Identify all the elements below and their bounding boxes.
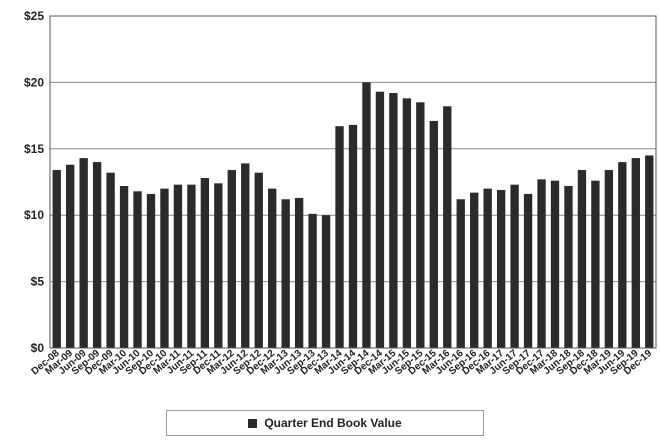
bars bbox=[52, 82, 654, 349]
y-tick-label: $20 bbox=[24, 75, 44, 89]
bar bbox=[402, 98, 412, 348]
y-tick-label: $15 bbox=[24, 142, 44, 156]
bar bbox=[268, 188, 277, 348]
bar bbox=[645, 155, 654, 348]
bar bbox=[577, 170, 587, 348]
bar bbox=[348, 124, 358, 348]
bar bbox=[537, 179, 546, 348]
bar bbox=[604, 170, 614, 348]
bar bbox=[308, 213, 317, 348]
bar bbox=[119, 185, 129, 348]
bar bbox=[241, 163, 250, 348]
bar bbox=[550, 180, 560, 348]
bar bbox=[254, 172, 263, 348]
bar bbox=[52, 170, 61, 348]
bar bbox=[564, 185, 573, 348]
bar-chart: $0 $5 $10 $15 $20 $25 Dec-08Mar-09Jun-09Sep-0… bbox=[24, 9, 657, 378]
legend-swatch bbox=[248, 418, 258, 428]
bar bbox=[187, 184, 196, 348]
x-axis-ticks: Dec-08Mar-09Jun-09Sep-09Dec-09Mar-10Jun-… bbox=[29, 348, 654, 378]
legend-label: Quarter End Book Value bbox=[264, 416, 402, 430]
bar bbox=[79, 158, 88, 348]
y-tick-label: $0 bbox=[31, 341, 45, 355]
bar bbox=[375, 91, 385, 349]
bar bbox=[443, 106, 452, 348]
bar bbox=[294, 197, 304, 348]
bar bbox=[281, 199, 290, 348]
y-tick-label: $10 bbox=[24, 208, 44, 222]
bar bbox=[496, 189, 506, 348]
bar bbox=[362, 82, 371, 349]
bar bbox=[470, 192, 479, 348]
bar bbox=[631, 158, 640, 348]
bar bbox=[456, 199, 465, 348]
bar bbox=[618, 162, 627, 348]
y-tick-label: $5 bbox=[31, 275, 45, 289]
bar bbox=[227, 170, 236, 348]
plot-frame bbox=[49, 15, 657, 349]
bar bbox=[173, 184, 183, 348]
bar bbox=[523, 193, 533, 348]
bar bbox=[160, 188, 169, 348]
y-axis-ticks: $0 $5 $10 $15 $20 $25 bbox=[24, 9, 44, 355]
bar bbox=[106, 172, 115, 348]
bar bbox=[200, 178, 210, 348]
bar bbox=[510, 184, 519, 348]
bar bbox=[214, 183, 223, 348]
legend: Quarter End Book Value bbox=[166, 410, 484, 436]
bar bbox=[389, 93, 398, 348]
bar bbox=[416, 102, 425, 348]
bar bbox=[335, 126, 344, 348]
bar bbox=[483, 188, 492, 348]
bar bbox=[146, 193, 156, 348]
bar bbox=[429, 120, 438, 348]
bar bbox=[321, 215, 331, 348]
bar bbox=[133, 191, 142, 348]
y-tick-label: $25 bbox=[24, 9, 44, 23]
bar bbox=[66, 164, 75, 348]
bar bbox=[92, 162, 102, 348]
bar bbox=[591, 180, 600, 348]
